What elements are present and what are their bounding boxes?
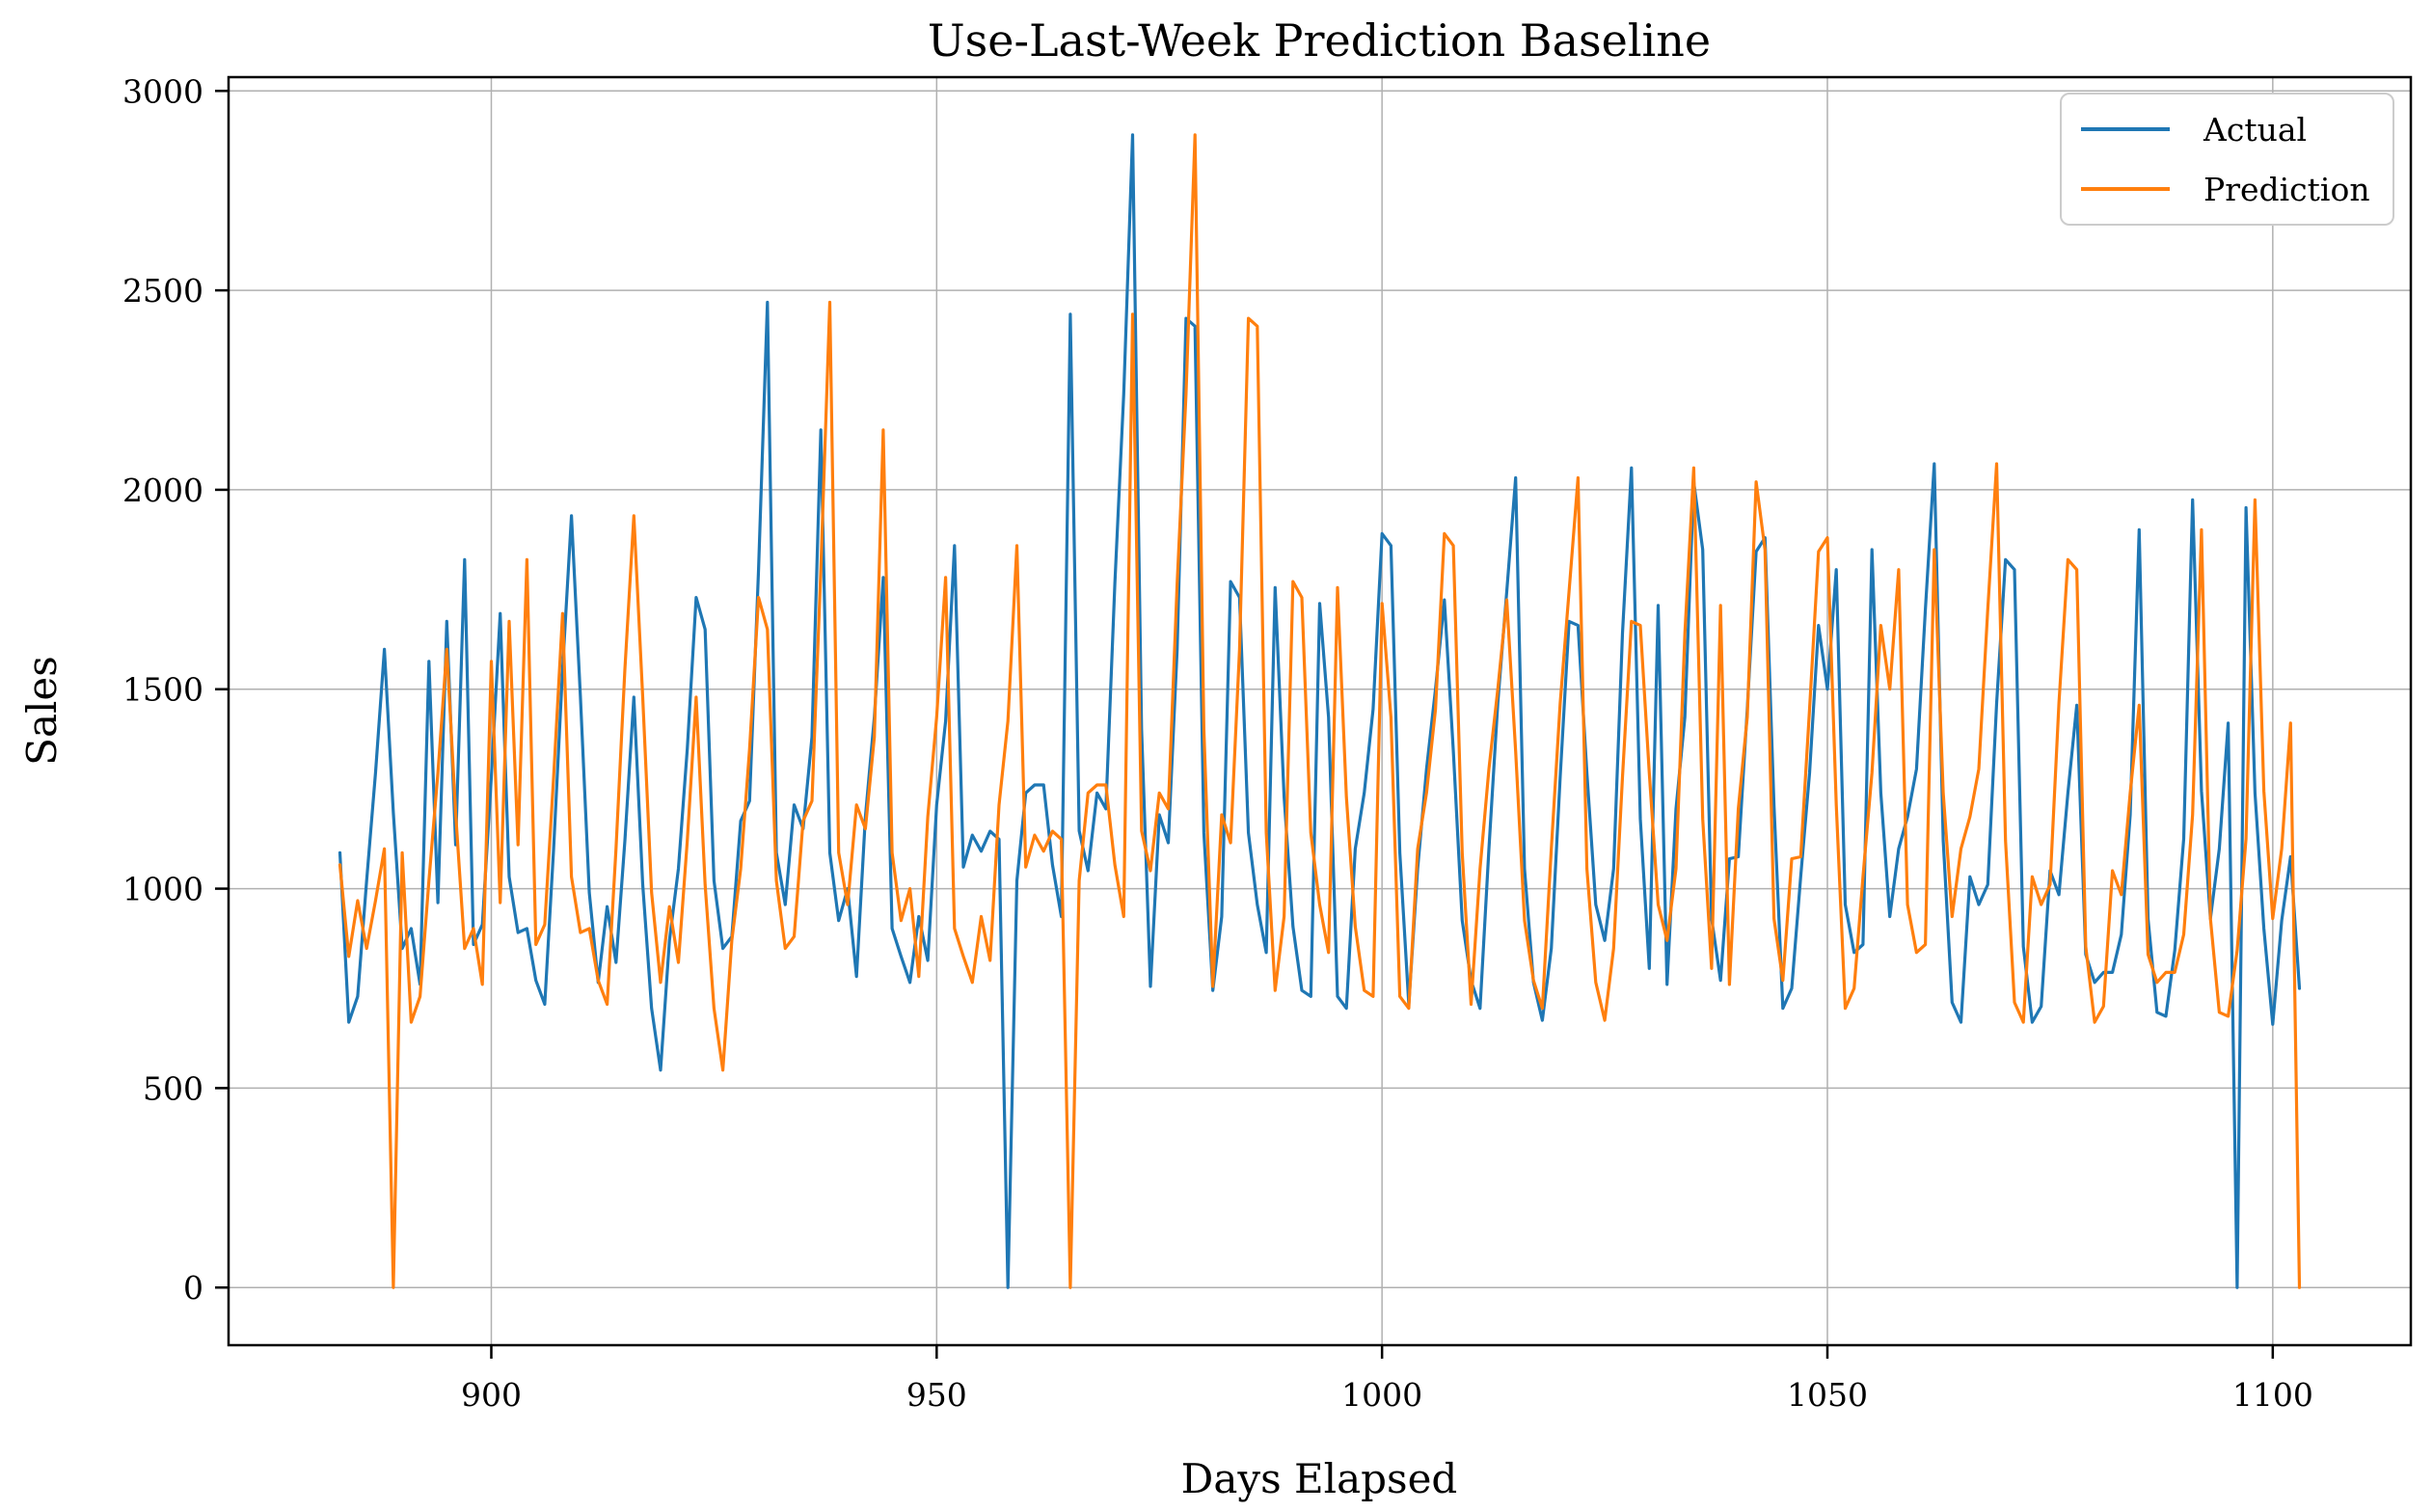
x-tick-label: 950 <box>906 1376 967 1414</box>
legend: Actual Prediction <box>2060 93 2394 226</box>
y-tick-label: 500 <box>143 1069 203 1107</box>
grid-lines <box>229 77 2411 1345</box>
y-tick-label: 0 <box>183 1269 203 1307</box>
series-line-prediction <box>338 133 2302 1289</box>
y-tick-label: 2000 <box>122 472 203 509</box>
axis-ticks: 900 950 1000 1050 1100 0 500 1000 1500 2000 2500 30… <box>122 72 2313 1414</box>
y-tick-label: 1000 <box>122 871 203 908</box>
legend-label-actual: Actual <box>2203 111 2307 148</box>
series-line-actual <box>338 133 2302 1289</box>
legend-label-prediction: Prediction <box>2203 171 2370 208</box>
x-tick-label: 1050 <box>1787 1376 1868 1414</box>
x-tick-label: 1100 <box>2232 1376 2313 1414</box>
x-tick-label: 1000 <box>1341 1376 1422 1414</box>
y-tick-label: 2500 <box>122 272 203 310</box>
x-axis-label: Days Elapsed <box>1181 1455 1458 1502</box>
legend-box <box>2060 93 2394 226</box>
axes-spines <box>227 75 2413 1347</box>
data-series <box>338 133 2302 1289</box>
chart-title: Use-Last-Week Prediction Baseline <box>928 14 1711 67</box>
y-axis-label: Sales <box>18 656 66 766</box>
x-tick-label: 900 <box>461 1376 522 1414</box>
y-tick-label: 1500 <box>122 671 203 709</box>
y-tick-label: 3000 <box>122 72 203 110</box>
